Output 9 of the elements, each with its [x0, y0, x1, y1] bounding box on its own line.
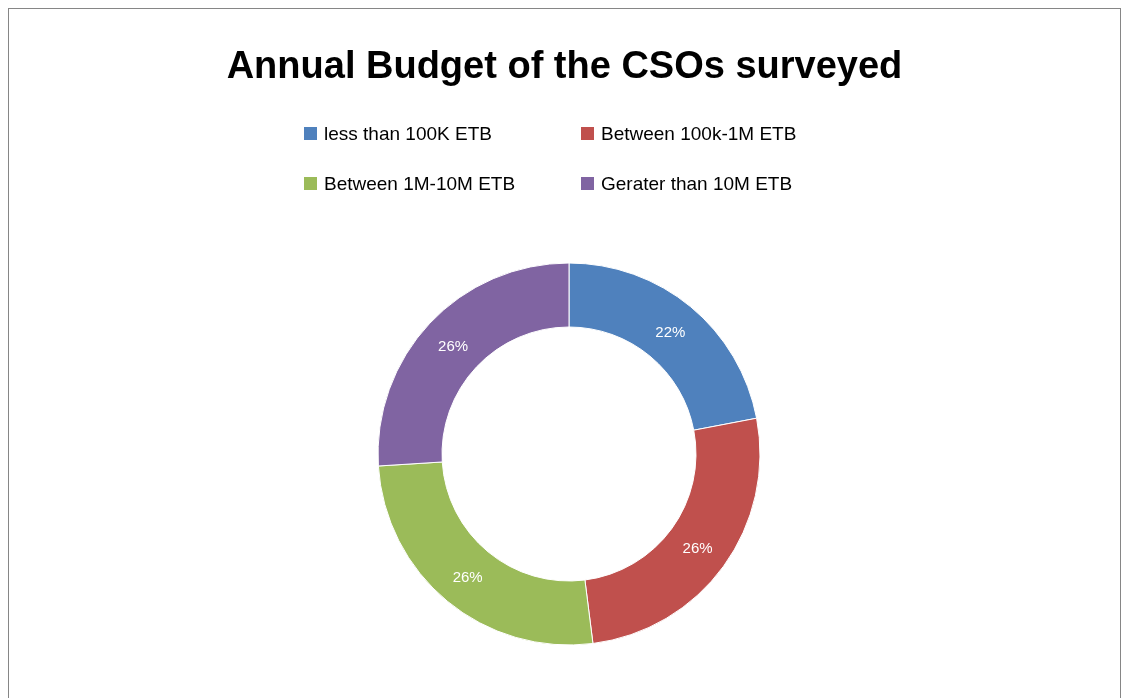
- data-label: 22%: [655, 322, 686, 340]
- data-label: 26%: [682, 538, 713, 556]
- data-label: 26%: [452, 568, 483, 586]
- legend-label: Between 1M-10M ETB: [324, 172, 516, 194]
- chart-title: Annual Budget of the CSOs surveyed: [226, 44, 903, 86]
- legend-label: Between 100k-1M ETB: [601, 122, 797, 144]
- legend-label: Gerater than 10M ETB: [601, 172, 793, 194]
- legend-label: less than 100K ETB: [324, 122, 492, 144]
- data-label: 26%: [438, 336, 469, 354]
